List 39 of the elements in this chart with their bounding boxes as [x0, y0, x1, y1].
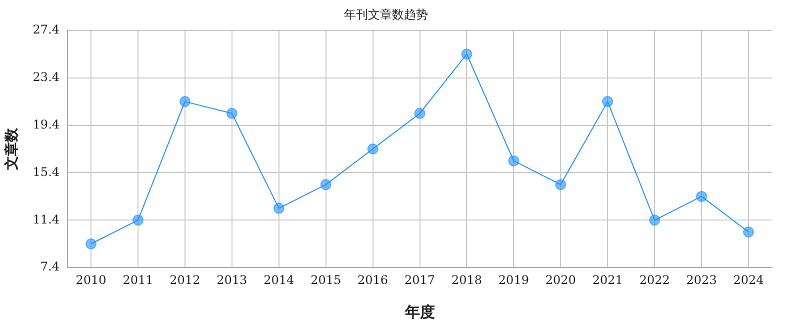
y-tick-label: 27.4	[32, 22, 60, 37]
x-tick-label: 2012	[170, 272, 200, 287]
point	[320, 179, 332, 190]
x-axis-title: 年度	[404, 302, 435, 321]
point	[179, 96, 190, 108]
x-tick-label: 2020	[545, 272, 576, 287]
x-tick-label: 2022	[639, 272, 670, 287]
x-tick-label: 2024	[733, 272, 764, 287]
point	[555, 179, 566, 190]
point	[367, 144, 378, 154]
point	[414, 108, 426, 119]
point	[649, 214, 660, 226]
point	[743, 226, 754, 238]
point	[273, 202, 284, 214]
y-axis-title: 文章数	[3, 127, 20, 171]
x-tick-label: 2011	[122, 272, 154, 287]
point	[696, 190, 708, 202]
x-tick-label: 2014	[264, 272, 294, 287]
chart-title: 年刊文章数趋势	[344, 7, 428, 22]
y-tick-label: 15.4	[32, 164, 60, 179]
point	[86, 238, 96, 250]
y-tick-label: 11.4	[32, 212, 60, 226]
x-tick-label: 2013	[216, 272, 248, 287]
point	[132, 214, 144, 226]
point	[508, 155, 520, 166]
point	[226, 108, 238, 119]
x-tick-label: 2023	[686, 272, 717, 287]
point	[461, 48, 472, 60]
y-tick-label: 7.4	[40, 260, 60, 274]
x-tick-label: 2019	[498, 272, 529, 287]
y-tick-label: 23.4	[32, 70, 60, 84]
x-tick-label: 2016	[358, 272, 388, 287]
x-tick-label: 2015	[310, 272, 342, 287]
x-tick-label: 2017	[404, 272, 436, 287]
y-tick-label: 19.4	[32, 117, 60, 132]
point	[602, 96, 614, 108]
x-tick-label: 2021	[592, 272, 623, 287]
x-tick-label: 2010	[76, 272, 106, 287]
x-tick-label: 2018	[451, 272, 482, 287]
